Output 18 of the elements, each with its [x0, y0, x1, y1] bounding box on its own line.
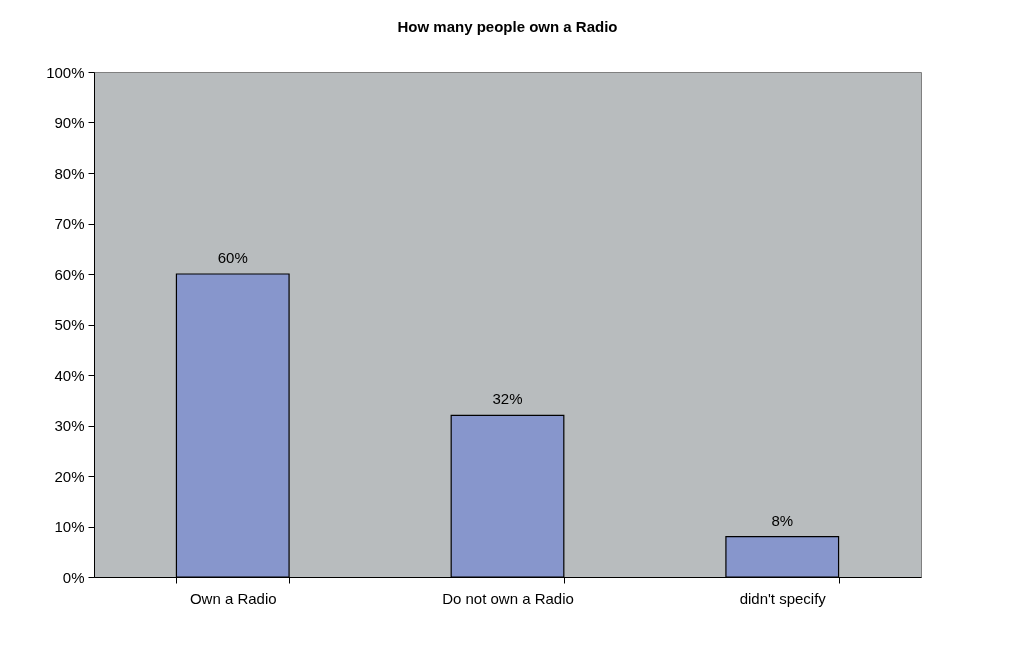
x-tick-label: didn't specify	[739, 589, 827, 607]
y-tick-label: 50%	[54, 316, 85, 333]
data-label: 60%	[217, 249, 248, 266]
x-tick-label: Do not own a Radio	[442, 589, 574, 607]
y-tick-label: 80%	[54, 164, 85, 182]
y-tick-label: 70%	[54, 215, 85, 232]
y-tick-label: 100%	[46, 63, 85, 81]
data-label: 32%	[492, 390, 523, 408]
data-label: 8%	[771, 511, 794, 529]
y-tick-label: 20%	[54, 467, 85, 485]
y-tick-label: 90%	[54, 114, 85, 131]
y-tick-label: 0%	[62, 568, 85, 586]
y-tick-label: 40%	[54, 366, 85, 384]
x-tick-label: Own a Radio	[189, 589, 277, 607]
chart-title: How many people own a Radio	[397, 18, 618, 35]
y-tick-label: 10%	[54, 518, 85, 535]
y-tick-label: 30%	[54, 417, 85, 434]
y-tick-label: 60%	[54, 265, 85, 283]
